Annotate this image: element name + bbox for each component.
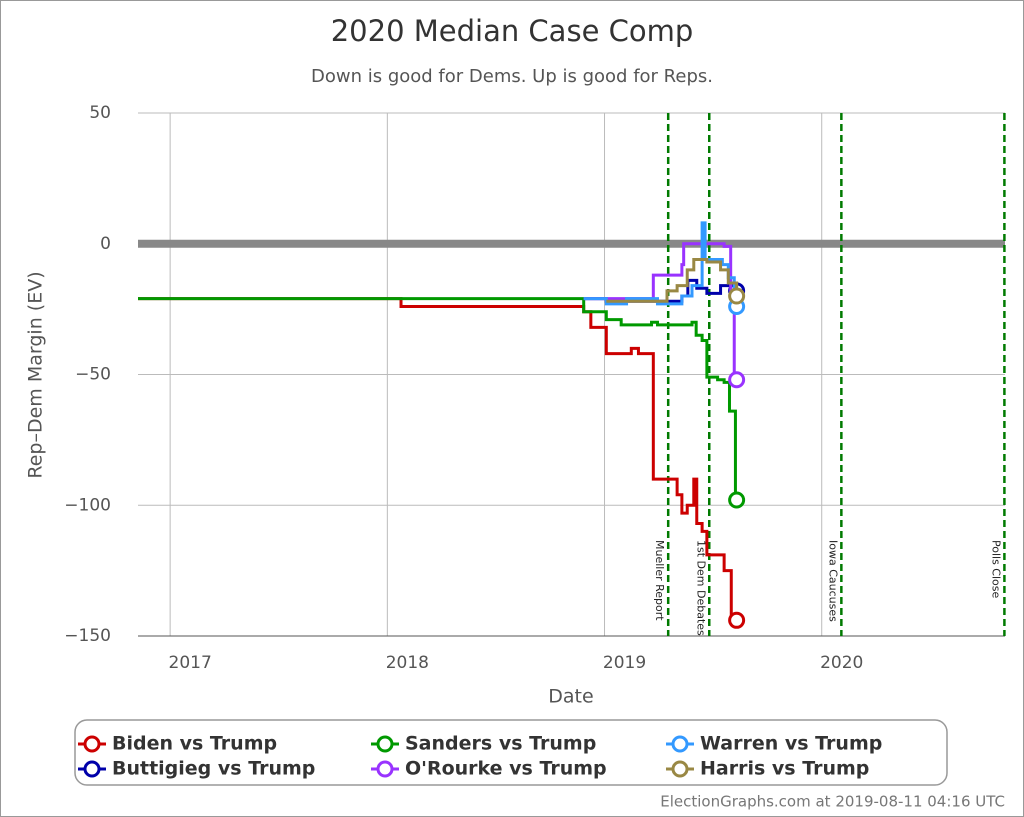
- annotation-label: Mueller Report: [653, 540, 666, 621]
- y-tick-label: 0: [100, 234, 111, 254]
- legend-label: Warren vs Trump: [700, 733, 882, 755]
- end-marker: [728, 371, 746, 389]
- y-axis-title: Rep–Dem Margin (EV): [25, 271, 47, 478]
- y-tick-label: −50: [75, 365, 111, 385]
- legend-swatch: [83, 735, 101, 753]
- legend-label: Buttigieg vs Trump: [112, 758, 315, 780]
- legend-box: [74, 719, 948, 786]
- x-axis-title: Date: [548, 686, 593, 708]
- annotation-label: Polls Close: [989, 540, 1002, 599]
- series-line: [606, 257, 739, 303]
- chart-subtitle: Down is good for Dems. Up is good for Re…: [311, 66, 713, 87]
- legend-swatch: [83, 760, 101, 778]
- series-line: [138, 297, 737, 502]
- legend-label: O'Rourke vs Trump: [405, 758, 607, 780]
- legend-label: Biden vs Trump: [112, 733, 277, 755]
- end-marker: [728, 287, 746, 305]
- x-tick-label: 2018: [386, 653, 429, 673]
- annotation-label: 1st Dem Debates: [694, 540, 707, 636]
- series-line: [138, 297, 739, 621]
- chart-title: 2020 Median Case Comp: [331, 14, 694, 48]
- legend-label: Sanders vs Trump: [405, 733, 596, 755]
- y-tick-label: −150: [64, 626, 111, 646]
- y-tick-label: 50: [89, 103, 111, 123]
- footer: ElectionGraphs.com at 2019-08-11 04:16 U…: [660, 793, 1005, 811]
- legend-swatch: [671, 735, 689, 753]
- legend-swatch: [376, 735, 394, 753]
- end-marker: [728, 491, 746, 509]
- legend-swatch: [671, 760, 689, 778]
- legend-swatch: [376, 760, 394, 778]
- x-tick-label: 2020: [820, 653, 863, 673]
- annotation-label: Iowa Caucuses: [826, 540, 839, 622]
- x-tick-label: 2017: [169, 653, 212, 673]
- end-marker: [728, 611, 746, 629]
- y-tick-label: −100: [64, 495, 111, 515]
- legend-label: Harris vs Trump: [700, 758, 869, 780]
- x-tick-label: 2019: [603, 653, 646, 673]
